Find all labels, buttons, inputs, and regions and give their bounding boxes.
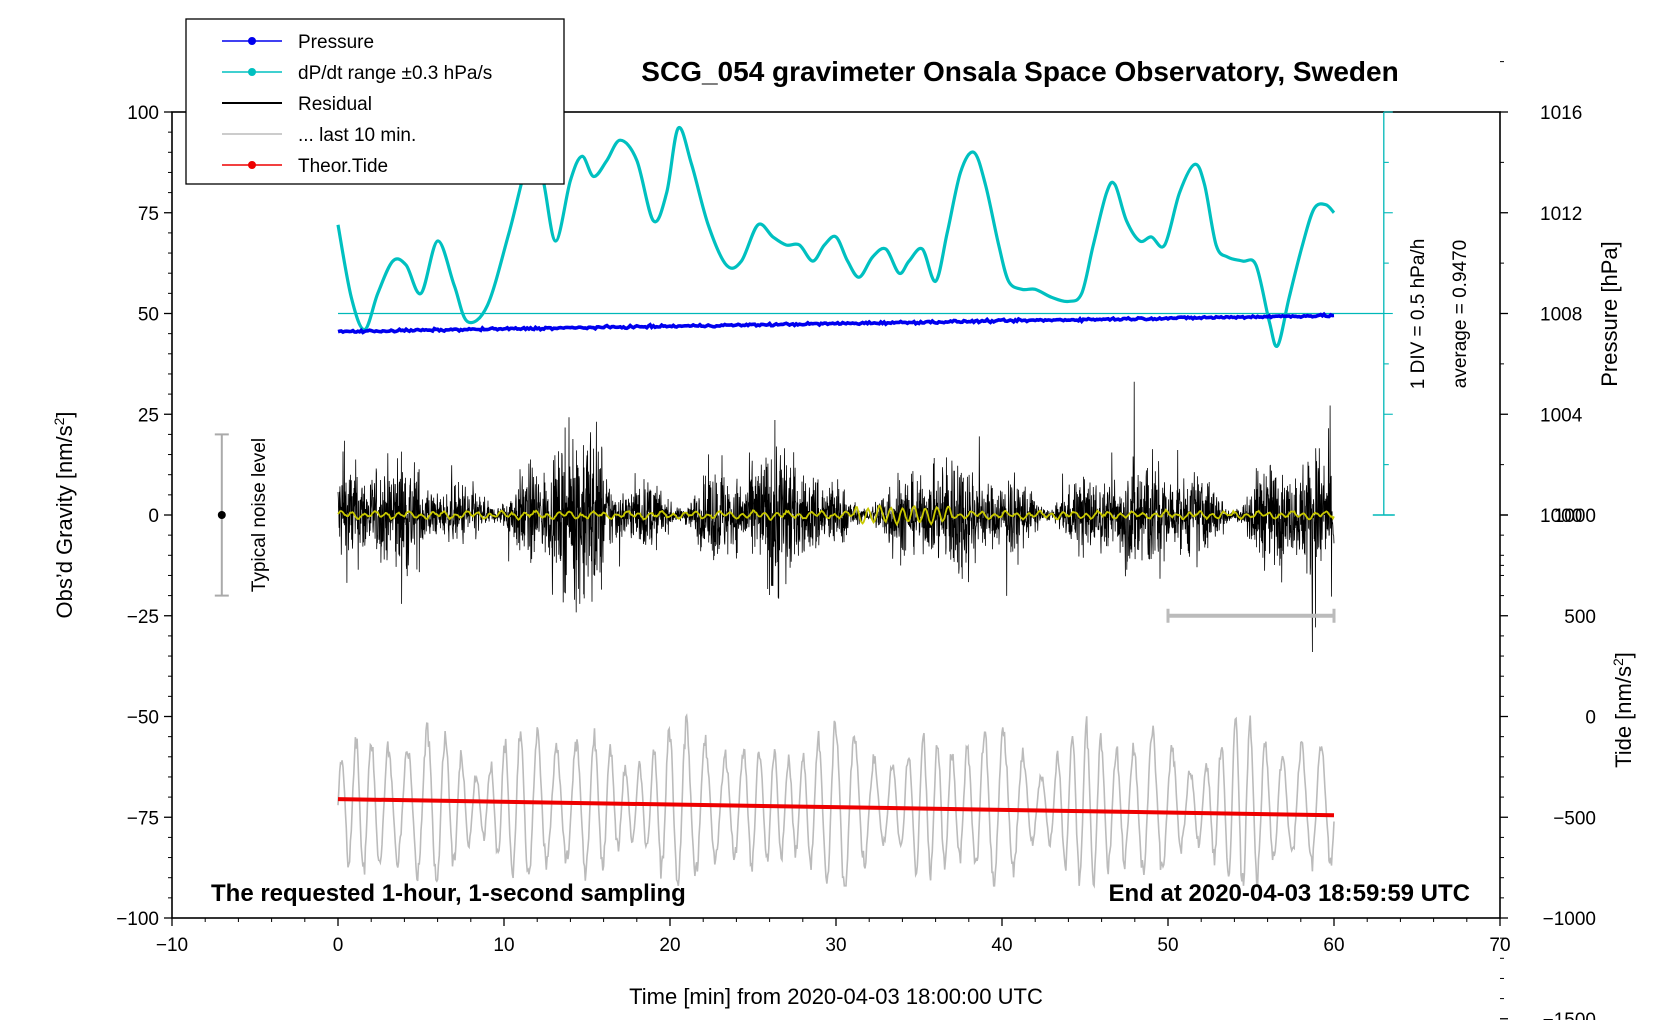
residual-smoothed-series: [337, 504, 1335, 527]
chart-title: SCG_054 gravimeter Onsala Space Observat…: [641, 56, 1398, 87]
y-tick-label: 75: [138, 204, 159, 225]
noise-bar-center: [217, 511, 226, 519]
tide-tick-label: −1000: [1543, 909, 1596, 930]
tide-tick-label: −1500: [1543, 1010, 1596, 1020]
tide-tick-label: 500: [1564, 607, 1596, 628]
dpdt-scale-axis: [1372, 111, 1395, 516]
legend-marker: [248, 161, 256, 169]
legend-label: Pressure: [298, 32, 374, 53]
pressure-average-label: average = 0.9470: [1450, 240, 1471, 388]
y-tick-label: −50: [127, 708, 159, 729]
y-tick-label: 0: [148, 506, 159, 527]
legend-marker: [248, 68, 256, 76]
x-tick-label: 30: [825, 935, 846, 956]
pressure-series: [337, 311, 1335, 335]
x-tick-label: 50: [1157, 935, 1178, 956]
x-tick-label: 70: [1489, 935, 1510, 956]
x-tick-label: 10: [493, 935, 514, 956]
annotation-sampling: The requested 1-hour, 1-second sampling: [211, 880, 686, 907]
x-tick-label: 0: [333, 935, 344, 956]
x-tick-label: 60: [1323, 935, 1344, 956]
dpdt-scale-label: 1 DIV = 0.5 hPa/h: [1408, 239, 1429, 390]
annotation-end-time: End at 2020-04-03 18:59:59 UTC: [1109, 880, 1471, 907]
plot-layer: [214, 126, 1384, 889]
pressure-tick-label: 1000: [1540, 506, 1582, 527]
x-tick-label: 40: [991, 935, 1012, 956]
tide-tick-label: 0: [1585, 708, 1596, 729]
y-tick-label: 50: [138, 305, 159, 326]
pressure-tick-label: 1012: [1540, 204, 1582, 225]
x-axis-label: Time [min] from 2020-04-03 18:00:00 UTC: [629, 984, 1043, 1009]
y-tick-label: 100: [127, 103, 159, 124]
y-axis-tide: 1000 500 0 −500 −1000 −1500: [1500, 506, 1596, 1020]
legend-label: Residual: [298, 94, 372, 115]
pressure-tick-label: 1004: [1540, 405, 1583, 426]
tide-tick-label: 1000: [1554, 506, 1596, 527]
legend-label: Theor.Tide: [298, 156, 388, 177]
y-tick-label: −25: [127, 607, 159, 628]
noise-level-label: Typical noise level: [249, 438, 270, 592]
legend-label: dP/dt range ±0.3 hPa/s: [298, 63, 492, 84]
residual-series: [337, 381, 1335, 653]
y-tick-label: −75: [127, 808, 159, 829]
y-axis-left-label: Obs’d Gravity [nm/s2]: [51, 411, 77, 618]
x-tick-label: −10: [156, 935, 188, 956]
y-axis-pressure-label: Pressure [hPa]: [1597, 241, 1622, 387]
y-axis-pressure: 1016 1012 1008 1004 1000: [1500, 61, 1583, 566]
y-axis-tide-label: Tide [nm/s2]: [1610, 652, 1636, 768]
legend-box: [185, 18, 565, 185]
x-tick-label: 20: [659, 935, 680, 956]
pressure-tick-label: 1016: [1540, 103, 1582, 124]
legend-marker: [248, 37, 256, 45]
theoretical-tide-series: [337, 797, 1335, 818]
legend-entries: Pressure dP/dt range ±0.3 hPa/s Residual..…: [222, 32, 492, 177]
y-tick-label: 25: [138, 405, 159, 426]
y-tick-label: −100: [116, 909, 159, 930]
tide-tick-label: −500: [1553, 808, 1596, 829]
y-axis-left: 100 75 50 25 0 −25 −50 −75 −100: [116, 103, 172, 930]
last-10-min-series: [337, 713, 1335, 889]
x-axis: −10 0 10 20 30 40 50 60 70: [156, 918, 1511, 956]
legend: Pressure dP/dt range ±0.3 hPa/s Residual..…: [185, 18, 565, 185]
legend-label: ... last 10 min.: [298, 125, 416, 146]
pressure-tick-label: 1008: [1540, 305, 1582, 326]
